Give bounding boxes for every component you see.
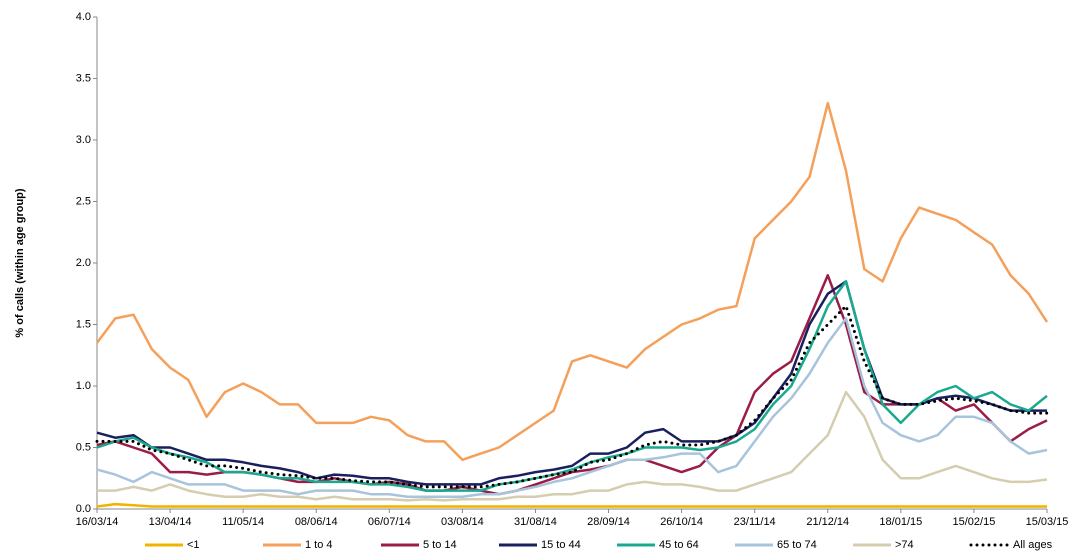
- y-tick-label: 2.0: [76, 257, 91, 269]
- x-tick-label: 11/05/14: [222, 516, 264, 528]
- x-tick-label: 18/01/15: [879, 516, 922, 528]
- y-tick-label: 0.0: [76, 503, 91, 515]
- y-axis-title: % of calls (within age group): [14, 188, 26, 337]
- legend-label: >74: [895, 539, 914, 551]
- legend-label: 15 to 44: [541, 539, 581, 551]
- legend-label: <1: [187, 539, 200, 551]
- series-line: [96, 280, 1048, 492]
- x-tick-label: 26/10/14: [660, 516, 703, 528]
- legend-label: All ages: [1013, 539, 1053, 551]
- x-tick-label: 03/08/14: [441, 516, 484, 528]
- y-tick-label: 0.5: [76, 441, 91, 453]
- series-line: [95, 101, 1049, 462]
- x-tick-label: 31/08/14: [514, 516, 557, 528]
- x-tick-label: 21/12/14: [806, 516, 849, 528]
- y-tick-label: 4.0: [76, 11, 91, 23]
- x-tick-label: 06/07/14: [368, 516, 411, 528]
- x-tick-label: 16/03/14: [76, 516, 119, 528]
- series-line: [97, 390, 1048, 502]
- y-tick-label: 3.5: [76, 72, 91, 84]
- legend-label: 5 to 14: [423, 539, 457, 551]
- y-tick-label: 3.0: [76, 134, 91, 146]
- legend-label: 45 to 64: [659, 539, 699, 551]
- series-line: [95, 304, 1049, 489]
- y-tick-label: 2.5: [76, 195, 91, 207]
- series-line: [96, 317, 1048, 498]
- x-tick-label: 13/04/14: [149, 516, 192, 528]
- y-tick-label: 1.5: [76, 318, 91, 330]
- x-tick-label: 08/06/14: [295, 516, 338, 528]
- y-tick-label: 1.0: [76, 380, 91, 392]
- x-tick-label: 15/02/15: [953, 516, 996, 528]
- series-line: [96, 502, 1047, 508]
- series-line: [96, 280, 1047, 486]
- x-tick-label: 15/03/15: [1026, 516, 1069, 528]
- legend-label: 1 to 4: [305, 539, 333, 551]
- x-tick-label: 23/11/14: [734, 516, 776, 528]
- legend-label: 65 to 74: [777, 539, 817, 551]
- x-tick-label: 28/09/14: [587, 516, 630, 528]
